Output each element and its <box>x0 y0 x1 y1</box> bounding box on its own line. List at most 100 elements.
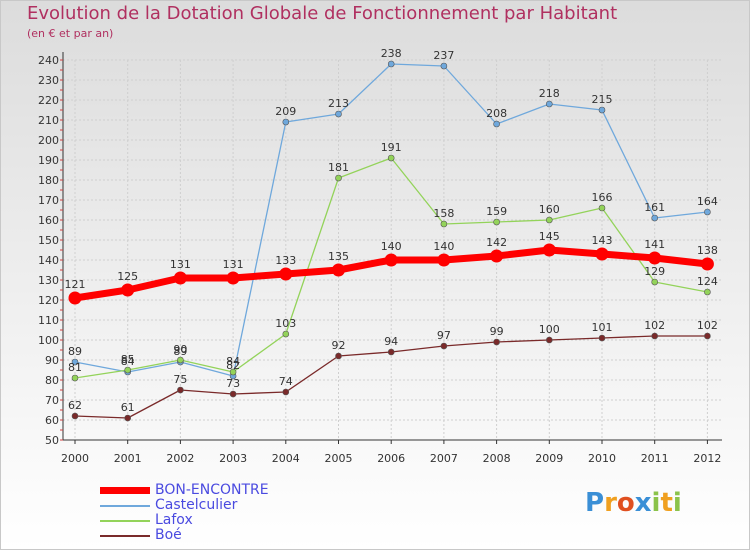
data-point <box>282 118 290 126</box>
data-label: 84 <box>121 355 135 368</box>
data-label: 145 <box>539 230 560 243</box>
data-point <box>121 283 135 297</box>
data-point <box>177 356 184 364</box>
x-tick-label: 2003 <box>219 452 247 465</box>
data-label: 140 <box>381 240 402 253</box>
data-label: 238 <box>381 47 402 60</box>
y-tick-label: 240 <box>38 54 59 67</box>
x-tick-label: 2006 <box>377 452 405 465</box>
y-tick-label: 160 <box>38 214 59 227</box>
legend-swatch <box>100 535 150 537</box>
data-label: 131 <box>223 258 244 271</box>
x-tick-label: 2011 <box>641 452 669 465</box>
data-point <box>440 62 448 70</box>
data-label: 84 <box>226 355 240 368</box>
legend-label: Boé <box>155 527 182 543</box>
data-label: 133 <box>275 254 296 267</box>
data-label: 140 <box>433 240 454 253</box>
y-tick-label: 100 <box>38 334 59 347</box>
x-tick-label: 2008 <box>483 452 511 465</box>
data-point <box>282 330 290 338</box>
x-tick-label: 2009 <box>535 452 563 465</box>
chart-title: Evolution de la Dotation Globale de Fonc… <box>27 3 618 24</box>
y-tick-label: 170 <box>38 194 59 207</box>
data-point <box>700 257 714 271</box>
data-point <box>651 332 659 340</box>
data-label: 129 <box>644 265 665 278</box>
data-label: 213 <box>328 97 349 110</box>
data-label: 135 <box>328 250 349 263</box>
data-label: 138 <box>697 244 718 257</box>
logo-letter: x <box>634 488 652 518</box>
data-point <box>332 263 345 277</box>
y-tick-label: 210 <box>38 114 59 127</box>
y-tick-label: 230 <box>38 74 59 87</box>
data-label: 181 <box>328 161 349 174</box>
data-label: 191 <box>381 141 402 154</box>
data-point <box>440 220 448 228</box>
data-label: 102 <box>644 319 665 332</box>
data-point <box>282 388 290 396</box>
legend-label: BON-ENCONTRE <box>155 482 269 498</box>
data-label: 61 <box>121 401 135 414</box>
data-label: 160 <box>539 203 560 216</box>
legend-label: Lafox <box>155 512 193 528</box>
data-point <box>490 249 504 263</box>
data-label: 89 <box>68 345 82 358</box>
legend-label: Castelculier <box>155 497 238 513</box>
x-tick-label: 2007 <box>430 452 458 465</box>
data-point <box>387 60 395 68</box>
x-tick-label: 2012 <box>693 452 721 465</box>
data-label: 82 <box>226 359 240 372</box>
x-tick-label: 2005 <box>325 452 353 465</box>
logo-letter: r <box>604 488 617 518</box>
data-label: 100 <box>539 323 560 336</box>
y-tick-label: 190 <box>38 154 59 167</box>
data-label: 75 <box>173 373 187 386</box>
data-label: 121 <box>65 278 86 291</box>
x-tick-label: 2001 <box>114 452 142 465</box>
data-label: 161 <box>644 201 665 214</box>
y-tick-label: 60 <box>45 414 59 427</box>
data-label: 103 <box>275 317 296 330</box>
data-point <box>226 271 240 285</box>
y-tick-label: 70 <box>45 394 59 407</box>
logo-letter: i <box>651 488 661 518</box>
x-tick-label: 2004 <box>272 452 300 465</box>
x-tick-label: 2010 <box>588 452 616 465</box>
data-point <box>229 390 237 398</box>
data-point <box>598 334 606 342</box>
logo-letter: t <box>660 488 673 518</box>
data-point <box>335 174 342 182</box>
data-point <box>493 218 500 226</box>
data-point <box>493 338 500 346</box>
data-point <box>173 271 187 285</box>
data-point <box>545 100 553 108</box>
data-label: 125 <box>117 270 138 283</box>
y-tick-label: 150 <box>38 234 59 247</box>
data-point <box>648 251 662 265</box>
data-label: 237 <box>433 49 454 62</box>
y-tick-label: 50 <box>45 434 59 447</box>
data-label: 90 <box>173 343 187 356</box>
data-label: 102 <box>697 319 718 332</box>
data-point <box>598 204 606 212</box>
data-label: 73 <box>226 377 240 390</box>
data-point <box>704 332 711 340</box>
logo-letter: o <box>616 488 635 518</box>
data-point <box>595 247 609 261</box>
data-point <box>71 358 79 366</box>
data-label: 124 <box>697 275 718 288</box>
data-label: 208 <box>486 107 507 120</box>
data-point <box>598 106 606 114</box>
data-point <box>545 216 553 224</box>
data-point <box>68 291 82 305</box>
data-label: 143 <box>592 234 613 247</box>
data-label: 62 <box>68 399 82 412</box>
legend-swatch <box>100 487 150 494</box>
data-point <box>545 336 553 344</box>
data-label: 142 <box>486 236 507 249</box>
y-tick-label: 220 <box>38 94 59 107</box>
